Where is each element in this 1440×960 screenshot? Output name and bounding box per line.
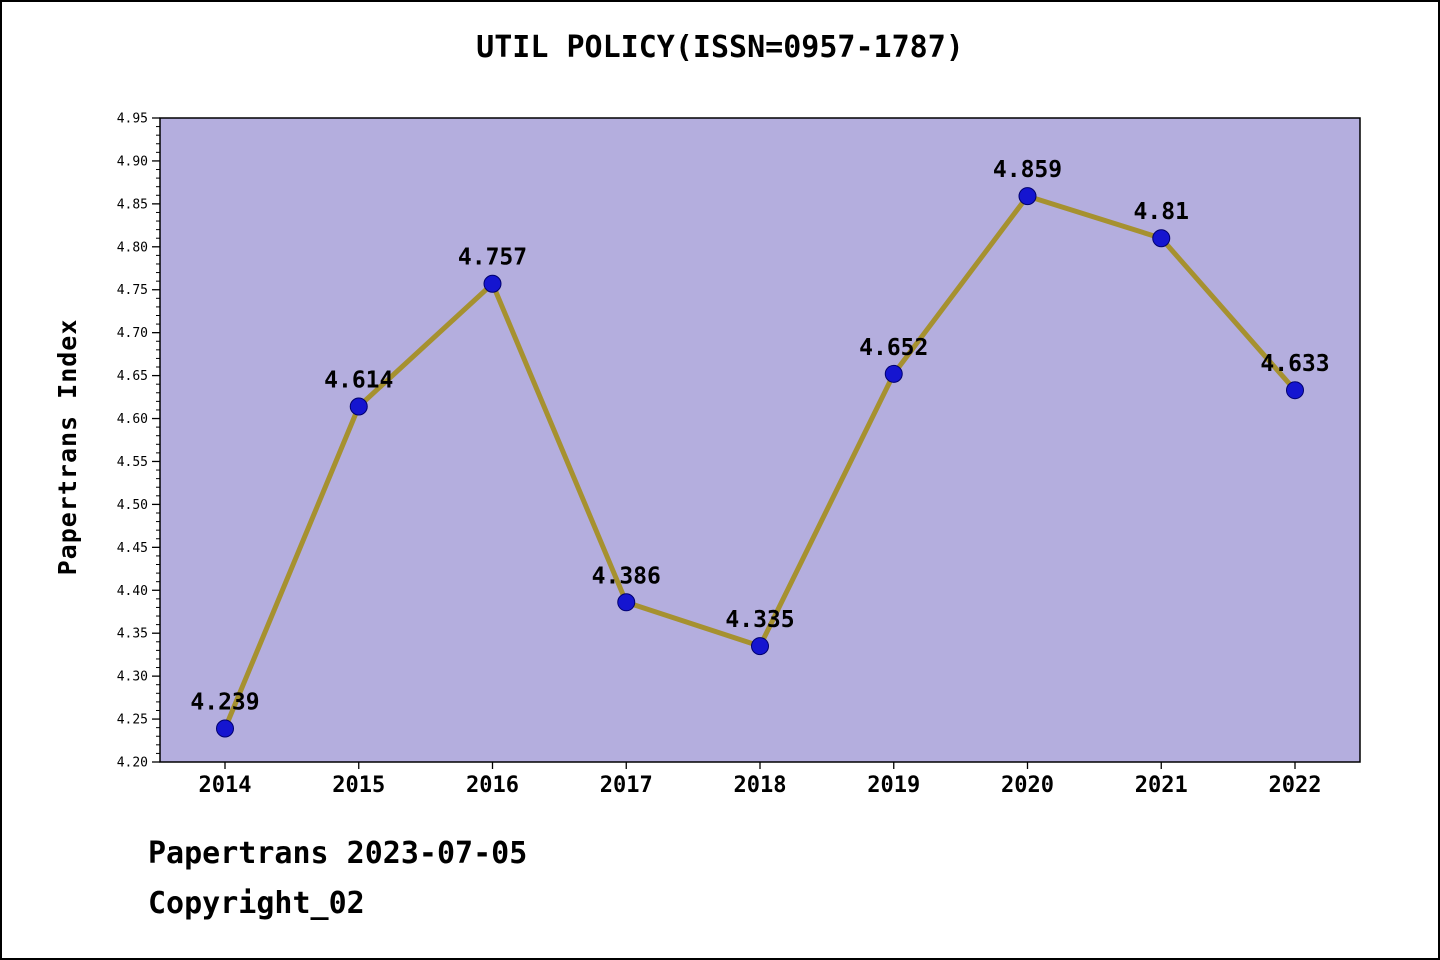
data-point-label: 4.614 xyxy=(324,368,393,394)
data-point-marker xyxy=(1152,229,1171,248)
y-axis-tick-label: 4.55 xyxy=(117,455,148,470)
y-axis-tick-label: 4.25 xyxy=(117,713,148,728)
x-axis-tick-label: 2017 xyxy=(600,773,653,798)
data-point-label: 4.386 xyxy=(592,563,661,589)
y-axis-tick-label: 4.85 xyxy=(117,197,148,212)
y-axis-tick-label: 4.80 xyxy=(117,240,148,255)
x-axis-tick-label: 2018 xyxy=(734,773,787,798)
x-axis-tick-label: 2015 xyxy=(332,773,385,798)
y-axis: 4.20 4.25 4.30 4.35 4.40 4.45 4.50 4.55 4.60 4.65… xyxy=(117,112,160,771)
data-point-label: 4.81 xyxy=(1134,199,1189,225)
data-point-label: 4.633 xyxy=(1260,351,1329,377)
y-axis-tick-label: 4.70 xyxy=(117,326,148,341)
x-axis: 2014 2015 2016 2017 2018 2019 2020 2021 2022 xyxy=(199,762,1322,798)
x-axis-tick-label: 2014 xyxy=(199,773,252,798)
data-point-marker xyxy=(884,364,903,383)
data-point-marker xyxy=(216,719,234,738)
y-axis-tick-label: 4.90 xyxy=(117,154,148,169)
data-point-label: 4.652 xyxy=(859,335,928,361)
data-point-marker xyxy=(349,397,368,416)
data-point-label: 4.757 xyxy=(458,245,527,271)
x-axis-tick-label: 2020 xyxy=(1001,773,1054,798)
y-axis-label: Papertrans Index xyxy=(53,319,82,576)
data-point-marker xyxy=(617,593,636,612)
chart-title: UTIL POLICY(ISSN=0957-1787) xyxy=(476,30,964,65)
data-point-label: 4.859 xyxy=(993,157,1062,183)
x-axis-tick-label: 2019 xyxy=(867,773,920,798)
y-axis-tick-label: 4.75 xyxy=(117,283,148,298)
data-point-marker xyxy=(751,637,769,656)
y-axis-tick-label: 4.95 xyxy=(117,112,148,127)
x-axis-tick-label: 2022 xyxy=(1269,773,1322,798)
x-axis-tick-label: 2021 xyxy=(1135,773,1188,798)
y-axis-tick-label: 4.35 xyxy=(117,627,148,642)
data-point-marker xyxy=(483,274,502,293)
y-axis-tick-label: 4.60 xyxy=(117,412,148,427)
y-axis-tick-label: 4.65 xyxy=(117,369,148,384)
y-axis-tick-label: 4.20 xyxy=(117,756,148,771)
footer-copyright-text: Copyright_02 xyxy=(148,886,365,921)
data-point-marker xyxy=(1286,381,1304,400)
point-labels-group: 4.239 4.614 4.757 4.386 4.335 4.652 4.859 4.81 4… xyxy=(190,157,1329,715)
y-axis-tick-label: 4.50 xyxy=(117,498,148,513)
series-line-group xyxy=(216,187,1304,738)
footer-date-text: Papertrans 2023-07-05 xyxy=(148,836,527,871)
y-axis-tick-label: 4.40 xyxy=(117,584,148,599)
data-point-label: 4.335 xyxy=(725,607,794,633)
y-axis-tick-label: 4.45 xyxy=(117,541,148,556)
data-point-marker xyxy=(1018,187,1037,206)
x-axis-tick-label: 2016 xyxy=(466,773,519,798)
y-axis-tick-label: 4.30 xyxy=(117,670,148,685)
data-point-label: 4.239 xyxy=(190,690,259,716)
